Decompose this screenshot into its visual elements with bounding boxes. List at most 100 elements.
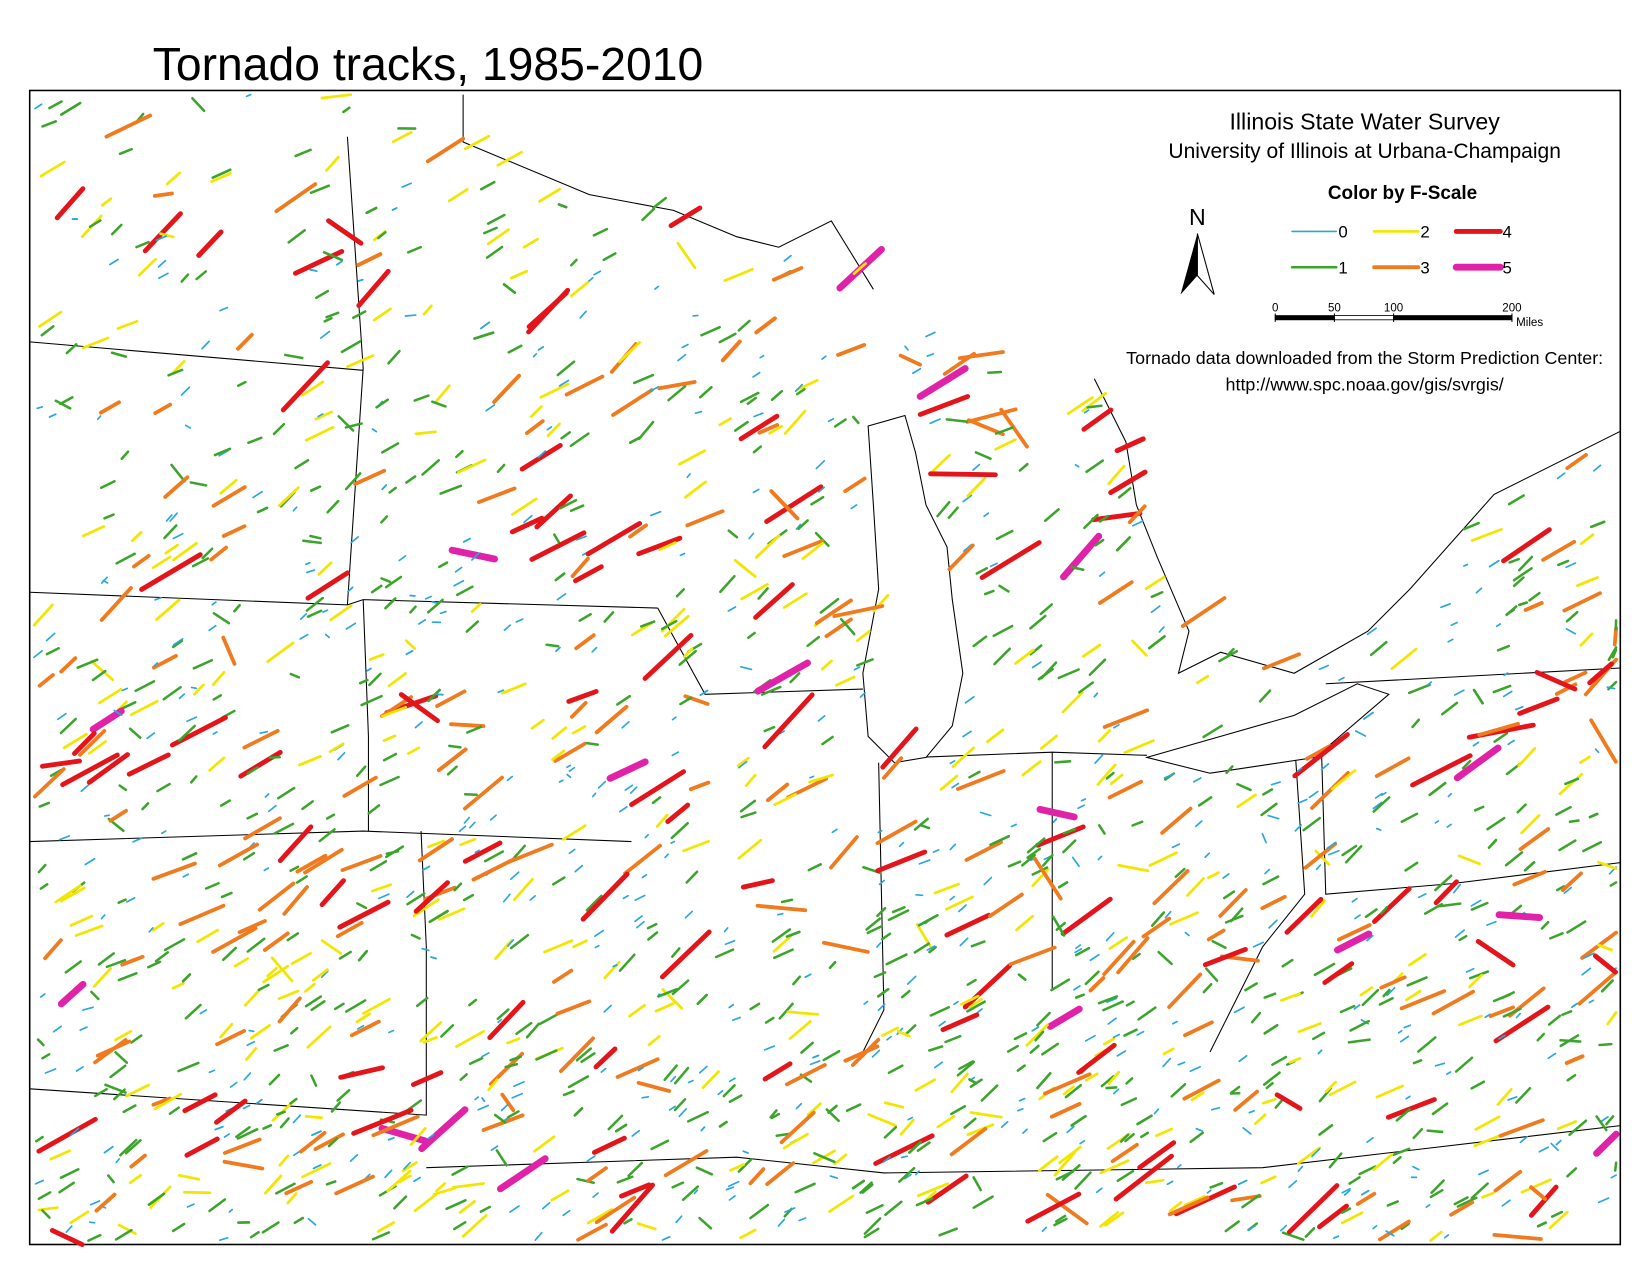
tornado-track [424, 595, 432, 600]
tornado-track [35, 1135, 44, 1143]
tornado-track [1197, 796, 1213, 807]
tornado-track [1563, 670, 1588, 684]
tornado-track [551, 726, 568, 740]
tornado-track [268, 755, 281, 759]
tornado-track [305, 596, 325, 612]
tornado-track [572, 939, 588, 949]
tornado-track [196, 928, 220, 944]
tornado-track [671, 1181, 685, 1189]
tornado-track [372, 307, 392, 322]
tornado-track [69, 914, 94, 927]
tornado-track [1493, 1169, 1523, 1193]
tornado-track [181, 852, 198, 861]
tornado-track [151, 654, 178, 670]
tornado-track [1561, 1010, 1573, 1017]
tornado-track [1613, 1161, 1618, 1172]
tornado-track [876, 906, 887, 918]
tornado-track [863, 1227, 880, 1239]
tornado-track [1568, 1119, 1588, 1137]
tornado-track [59, 1168, 80, 1179]
tornado-track [769, 1109, 778, 1119]
tornado-track [794, 383, 804, 392]
tornado-track [1124, 1132, 1135, 1143]
tornado-track [59, 886, 86, 903]
tornado-track [845, 1103, 862, 1112]
tornado-track [972, 463, 981, 471]
tornado-track [455, 585, 474, 597]
tornado-track [1025, 1191, 1082, 1224]
tornado-track [1425, 1203, 1431, 1209]
tornado-track [1429, 1188, 1444, 1199]
tornado-track [627, 1161, 644, 1178]
tornado-track [972, 635, 988, 648]
tornado-track [1399, 989, 1447, 1011]
legend-label: 3 [1420, 259, 1429, 278]
tornado-track [651, 796, 662, 805]
tornado-track [1328, 1152, 1343, 1169]
tornado-track [117, 898, 127, 904]
state-line [1325, 667, 1621, 685]
tornado-track [795, 523, 802, 530]
tornado-track [473, 331, 495, 340]
tornado-track [635, 920, 645, 929]
tornado-track [1372, 1225, 1378, 1230]
tornado-track [877, 988, 890, 998]
scale-unit: Miles [1516, 317, 1543, 329]
tornado-track [59, 656, 78, 674]
tornado-track [1046, 1005, 1083, 1030]
tornado-track [1166, 1180, 1174, 1186]
tornado-track [1434, 874, 1453, 892]
tornado-track [1078, 681, 1095, 694]
tornado-track [114, 1051, 129, 1064]
tornado-track [609, 1182, 655, 1234]
tornado-track [718, 417, 732, 427]
tornado-track [1162, 1057, 1172, 1068]
tornado-track [376, 1221, 396, 1233]
tornado-track [267, 804, 277, 813]
tornado-track [753, 582, 795, 620]
tornado-track [160, 830, 167, 835]
tornado-track [1308, 790, 1319, 799]
tornado-track [923, 1190, 937, 1203]
tornado-track [367, 804, 381, 815]
tornado-track [938, 1020, 946, 1027]
tornado-track [382, 734, 397, 742]
tornado-track [1528, 1184, 1559, 1218]
tornado-track [1125, 1077, 1134, 1085]
tornado-track [414, 721, 423, 729]
tornado-track [385, 850, 400, 855]
tornado-track [699, 689, 709, 696]
tornado-track [945, 418, 968, 423]
tornado-track [607, 1114, 624, 1131]
tornado-track [1538, 1146, 1550, 1153]
tornado-track [1548, 1210, 1569, 1230]
tornado-track [1487, 838, 1498, 849]
tornado-track [1057, 668, 1080, 680]
tornado-track [861, 1183, 874, 1194]
tornado-track [738, 413, 780, 442]
source-url: http://www.spc.noaa.gov/gis/svrgis/ [1226, 374, 1504, 394]
tornado-track [292, 506, 298, 512]
tornado-track [228, 1208, 234, 1213]
tornado-track [931, 453, 951, 473]
tornado-track [94, 1192, 117, 1213]
tornado-track [370, 584, 383, 594]
tornado-track [58, 1181, 75, 1194]
tornado-track [1566, 1073, 1577, 1082]
tornado-track [156, 782, 171, 793]
tornado-track [1405, 989, 1422, 1002]
tornado-track [1081, 407, 1114, 432]
tornado-track [783, 409, 807, 435]
tornado-track [1036, 1011, 1051, 1027]
tornado-track [1029, 1044, 1040, 1054]
tornado-track [1206, 1189, 1212, 1194]
tornado-track [134, 680, 156, 693]
tornado-track [628, 1003, 647, 1018]
tornado-track [891, 906, 906, 914]
tornado-track [1302, 816, 1322, 832]
tornado-track [611, 388, 654, 417]
tornado-track [218, 1237, 229, 1242]
tornado-track [1429, 1230, 1443, 1242]
tornado-track [181, 973, 192, 983]
tornado-track [318, 828, 336, 843]
